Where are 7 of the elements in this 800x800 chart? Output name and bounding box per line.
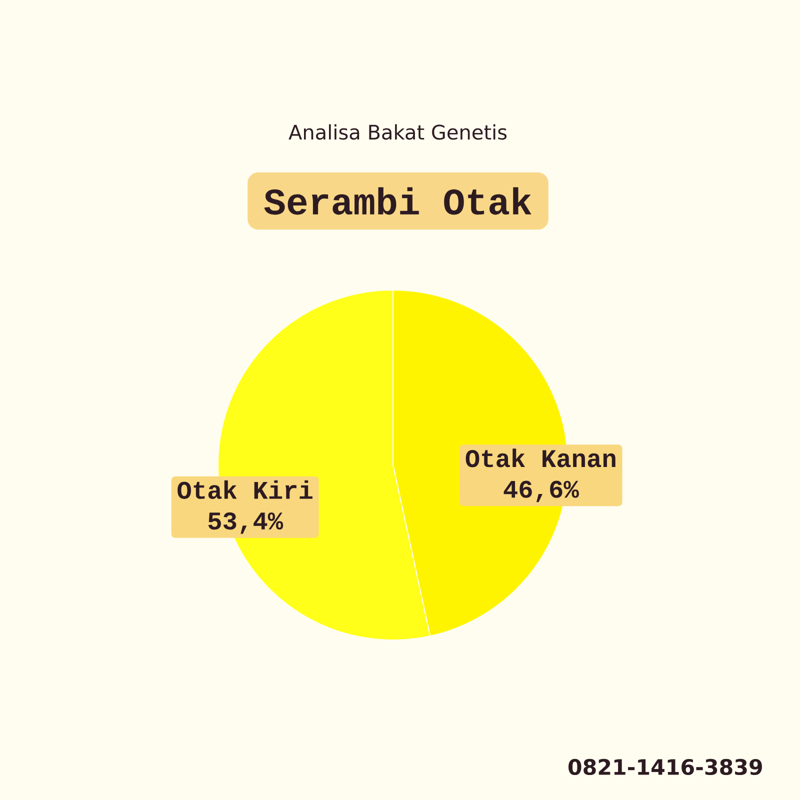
chart-title: Serambi Otak — [264, 187, 532, 215]
slice-label: Otak Kiri — [178, 480, 312, 499]
slice-label: Otak Kanan — [466, 448, 616, 468]
text: 0821-1416-3839 — [568, 758, 762, 776]
data-label: 53,4% — [208, 512, 284, 534]
chart-subtitle: Analisa Bakat Genetis — [288, 124, 507, 140]
data-label: 46,6% — [504, 480, 579, 502]
